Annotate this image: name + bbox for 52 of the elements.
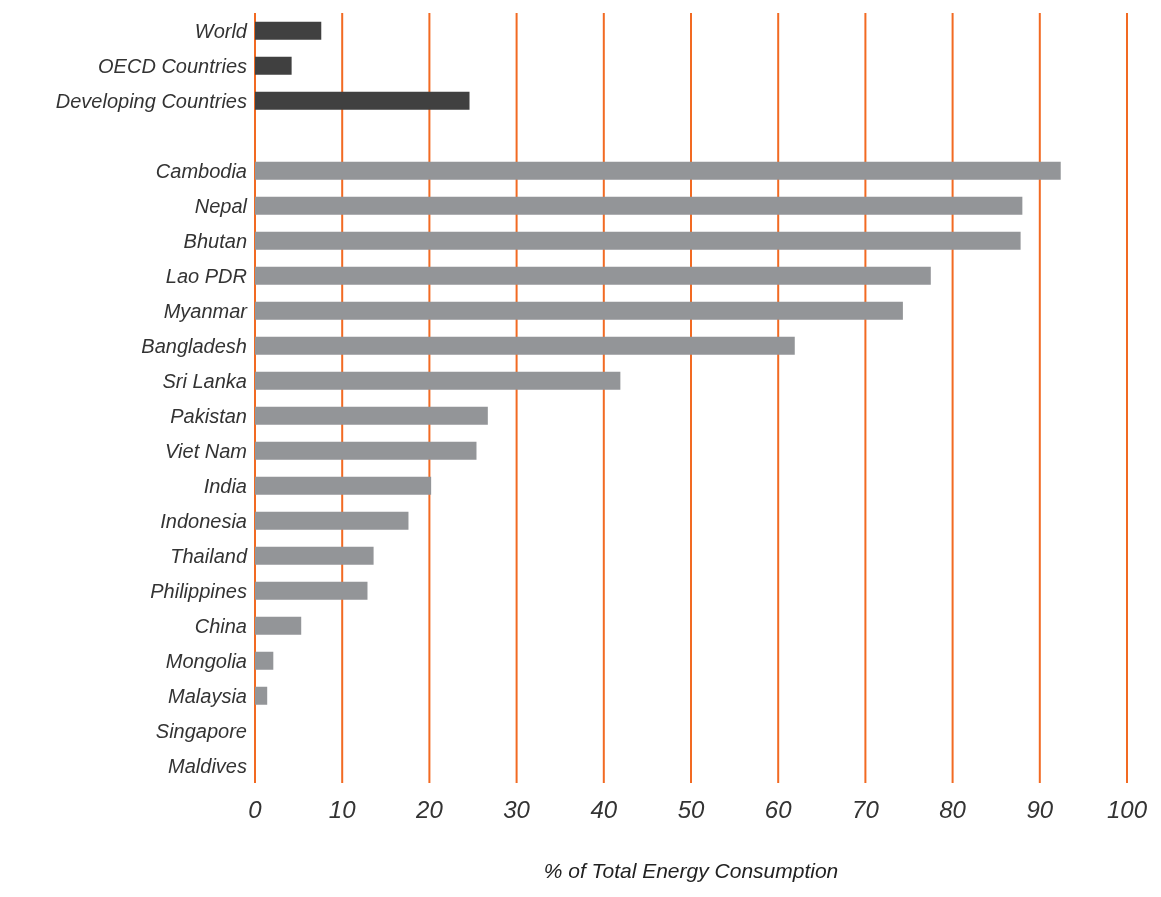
- x-tick-label: 30: [503, 796, 531, 824]
- y-tick-label: Philippines: [150, 579, 247, 602]
- bar: [255, 371, 621, 390]
- x-tick-label: 90: [1026, 796, 1054, 824]
- y-tick-label: Cambodia: [155, 159, 247, 182]
- y-tick-label: Bangladesh: [141, 334, 247, 357]
- x-tick-label: 100: [1106, 796, 1148, 824]
- x-tick-label: 0: [248, 796, 263, 824]
- y-tick-label: OECD Countries: [98, 54, 247, 77]
- bar: [255, 406, 488, 425]
- y-tick-label: Lao PDR: [165, 264, 247, 287]
- y-tick-label: India: [203, 474, 247, 497]
- x-tick-label: 50: [677, 796, 705, 824]
- y-tick-label: Nepal: [194, 194, 248, 217]
- y-tick-label: Indonesia: [160, 509, 247, 532]
- x-tick-label: 80: [939, 796, 967, 824]
- y-tick-label: Bhutan: [183, 229, 247, 252]
- y-tick-label: China: [194, 614, 247, 637]
- x-tick-label: 40: [590, 796, 618, 824]
- y-tick-label: Singapore: [155, 719, 247, 742]
- bar: [255, 266, 931, 285]
- bar: [255, 336, 795, 355]
- bar: [255, 161, 1061, 180]
- y-tick-label: Maldives: [168, 754, 247, 777]
- y-tick-label: Thailand: [170, 544, 248, 567]
- y-tick-label: Mongolia: [165, 649, 247, 672]
- bar: [255, 56, 292, 75]
- y-tick-label: Pakistan: [170, 404, 247, 427]
- x-tick-label: 10: [328, 796, 357, 824]
- bar: [255, 21, 322, 40]
- y-tick-label: Myanmar: [163, 299, 249, 322]
- y-tick-label: Developing Countries: [55, 89, 247, 112]
- y-tick-label: Viet Nam: [165, 439, 247, 462]
- bar: [255, 231, 1021, 250]
- bar: [255, 651, 274, 670]
- x-tick-label: 70: [852, 796, 880, 824]
- bar: [255, 196, 1023, 215]
- bar: [255, 301, 903, 320]
- x-axis-title: % of Total Energy Consumption: [543, 859, 839, 882]
- y-tick-label: World: [194, 19, 248, 42]
- x-tick-label: 20: [415, 796, 444, 824]
- bar: [255, 511, 409, 530]
- x-tick-label: 60: [764, 796, 793, 824]
- y-tick-label: Malaysia: [168, 684, 247, 707]
- bar: [255, 686, 268, 705]
- bar: [255, 91, 470, 110]
- bar: [255, 581, 368, 600]
- bar: [255, 476, 432, 495]
- bar: [255, 546, 374, 565]
- y-tick-label: Sri Lanka: [162, 369, 247, 392]
- bar: [255, 616, 302, 635]
- bar: [255, 441, 477, 460]
